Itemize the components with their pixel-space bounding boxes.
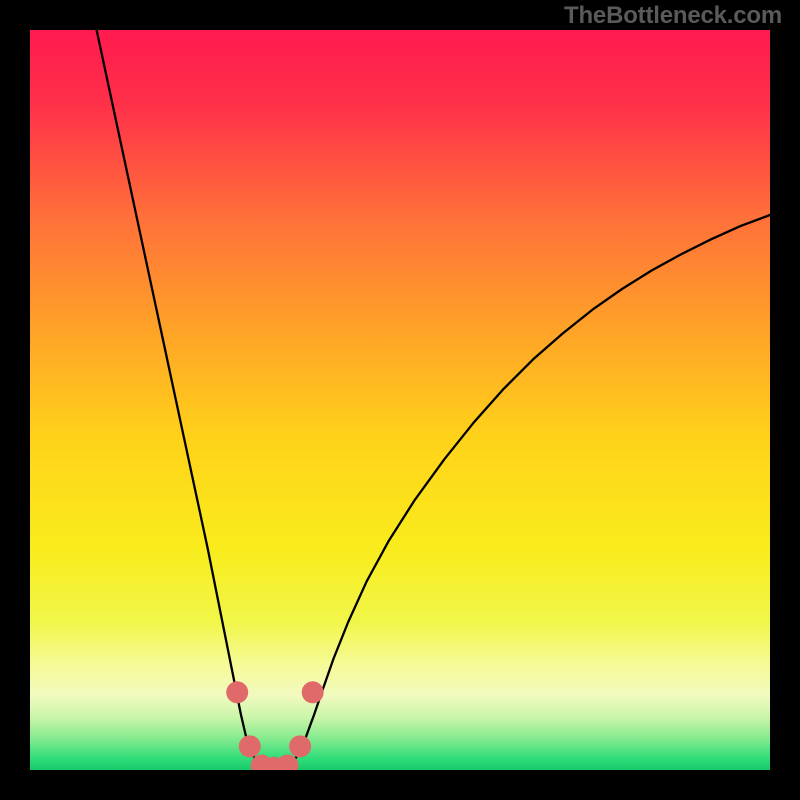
- watermark-text: TheBottleneck.com: [564, 2, 782, 30]
- data-marker: [302, 681, 324, 703]
- plot-svg: [30, 30, 770, 770]
- data-marker: [239, 735, 261, 757]
- chart-frame: TheBottleneck.com: [0, 0, 800, 800]
- data-marker: [289, 735, 311, 757]
- gradient-background: [30, 30, 770, 770]
- data-marker: [226, 681, 248, 703]
- watermark-label: TheBottleneck.com: [564, 2, 782, 29]
- plot-area: [30, 30, 770, 770]
